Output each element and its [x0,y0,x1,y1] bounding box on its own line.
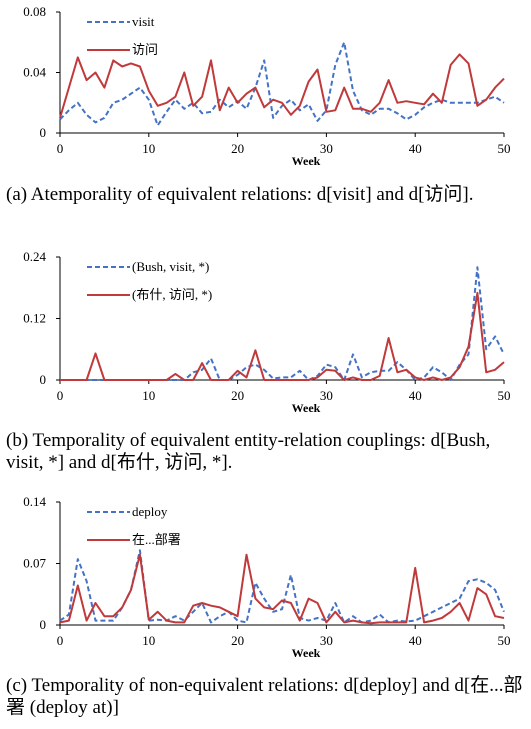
chart1-x-tick-label: 0 [57,141,64,156]
chart2-x-axis-label: Week [292,401,321,415]
chart1-y-tick-label: 0 [40,125,47,140]
chart2-x-tick-label: 30 [320,388,333,403]
chart2-x-tick-label: 10 [142,388,155,403]
chart3-y-tick-label: 0 [40,617,47,632]
chart2-x-tick-label: 0 [57,388,64,403]
chart3-series-line-1 [59,549,505,624]
chart3-series-line-2 [59,553,505,625]
chart1-series-line-2 [59,53,505,119]
chart1-x-tick-label: 30 [320,141,333,156]
chart3-x-tick-label: 30 [320,633,333,648]
chart1-legend-label-1: visit [132,14,155,29]
chart3-x-axis-label: Week [292,646,321,660]
chart1-series-line-1 [59,41,505,127]
chart3-legend-label-1: deploy [132,504,168,519]
chart1-x-tick-label: 20 [231,141,244,156]
chart1-x-tick-label: 50 [498,141,511,156]
chart1-x-tick-label: 40 [409,141,422,156]
chart1-x-axis-label: Week [292,154,321,168]
chart2-y-tick-label: 0.24 [23,249,46,264]
caption-a: (a) Atemporality of equivalent relations… [6,184,474,205]
chart3-x-tick-label: 20 [231,633,244,648]
chart2-legend-label-2: (布什, 访问, *) [132,287,212,302]
chart3-legend-label-2: 在...部署 [132,532,181,547]
chart2-legend-label-1: (Bush, visit, *) [132,259,209,274]
chart1-x-tick-label: 10 [142,141,155,156]
chart3-x-tick-label: 50 [498,633,511,648]
chart1-y-tick-label: 0.08 [23,4,46,19]
caption-b: (b) Temporality of equivalent entity-rel… [6,430,491,473]
chart2-x-tick-label: 20 [231,388,244,403]
chart2-y-tick-label: 0.12 [23,311,46,326]
chart3-y-tick-label: 0.07 [23,556,46,571]
chart3-x-tick-label: 40 [409,633,422,648]
chart3-x-tick-label: 10 [142,633,155,648]
chart2-x-tick-label: 50 [498,388,511,403]
chart2-series-line-2 [60,291,505,381]
chart1-y-tick-label: 0.04 [23,65,46,80]
chart2-y-tick-label: 0 [40,372,47,387]
chart3-y-tick-label: 0.14 [23,494,46,509]
chart2-x-tick-label: 40 [409,388,422,403]
chart3-x-tick-label: 0 [57,633,64,648]
chart2-series-line-1 [60,266,505,381]
caption-c: (c) Temporality of non-equivalent relati… [6,675,523,718]
chart1-legend-label-2: 访问 [132,42,158,57]
